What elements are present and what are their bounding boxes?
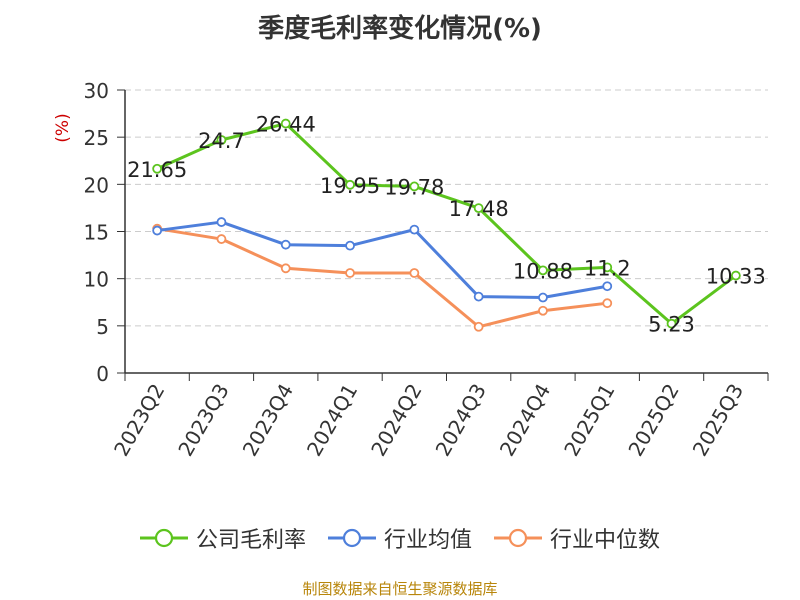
series-line [156,122,737,326]
x-tick-label: 2024Q1 [302,380,362,461]
data-point [666,318,677,329]
x-tick-label: 2025Q2 [623,380,683,461]
y-tick-label: 25 [84,126,109,150]
legend-item[interactable]: 公司毛利率 [139,522,306,554]
x-tick-label: 2023Q2 [109,380,169,461]
y-tick-label: 5 [96,315,109,339]
data-point [345,179,355,190]
data-point [409,181,420,192]
data-point [216,217,227,227]
chart-title: 季度毛利率变化情况(%) [258,14,542,44]
data-point [602,281,613,292]
grid-lines [125,89,768,327]
data-point [473,321,484,332]
data-point [730,270,741,281]
data-label: 19.95 [320,174,380,198]
data-label: 21.65 [127,158,187,182]
data-point [473,291,484,302]
source-note: 制图数据来自恒生聚源数据库 [302,580,498,598]
legend-swatch-icon [139,528,188,548]
data-point [280,118,291,129]
legend-item[interactable]: 行业中位数 [494,522,660,554]
data-point [152,225,163,236]
x-tick-label: 2025Q3 [688,380,748,461]
legend-label: 行业均值 [383,528,472,553]
data-label: 26.44 [256,113,316,137]
data-label: 11.2 [584,256,631,280]
data-point [602,298,613,309]
series-lines [152,118,741,332]
y-tick-label: 20 [84,173,109,197]
data-point [409,268,420,278]
data-point [345,240,355,251]
data-label: 5.23 [648,313,695,337]
data-point [538,265,548,276]
legend: 公司毛利率 行业均值 行业中位数 [0,518,800,558]
data-point [216,135,227,145]
data-point [473,203,484,214]
y-tick-label: 30 [84,79,109,103]
legend-swatch-icon [494,528,542,548]
data-point [345,268,355,278]
y-tick-label: 0 [96,362,109,386]
x-tick-label: 2025Q1 [559,380,619,461]
data-label: 10.33 [706,265,766,289]
x-tick-label: 2023Q4 [238,380,298,461]
data-point [280,239,291,250]
x-tick-label: 2024Q4 [495,380,555,461]
y-axis-label: (%) [53,113,73,142]
legend-item[interactable]: 行业均值 [327,522,472,554]
legend-label: 公司毛利率 [195,528,306,553]
x-tick-label: 2024Q2 [366,380,426,461]
data-point [152,163,163,174]
data-point [538,305,548,316]
series-line [156,220,608,300]
legend-label: 行业中位数 [550,528,661,553]
data-point [409,224,420,235]
y-tick-label: 15 [84,221,109,245]
series-line [156,227,608,329]
legend-swatch-icon [327,528,376,548]
x-tick-label: 2024Q3 [431,380,491,461]
data-point [216,234,227,244]
data-label: 19.78 [384,175,444,199]
data-label: 24.7 [198,129,245,153]
data-point [280,263,291,274]
y-tick-label: 10 [84,268,109,292]
x-tick-label: 2023Q3 [173,380,233,461]
data-point [602,262,613,273]
data-label: 17.48 [449,197,509,221]
data-label: 10.88 [513,259,573,283]
data-point [538,292,548,303]
